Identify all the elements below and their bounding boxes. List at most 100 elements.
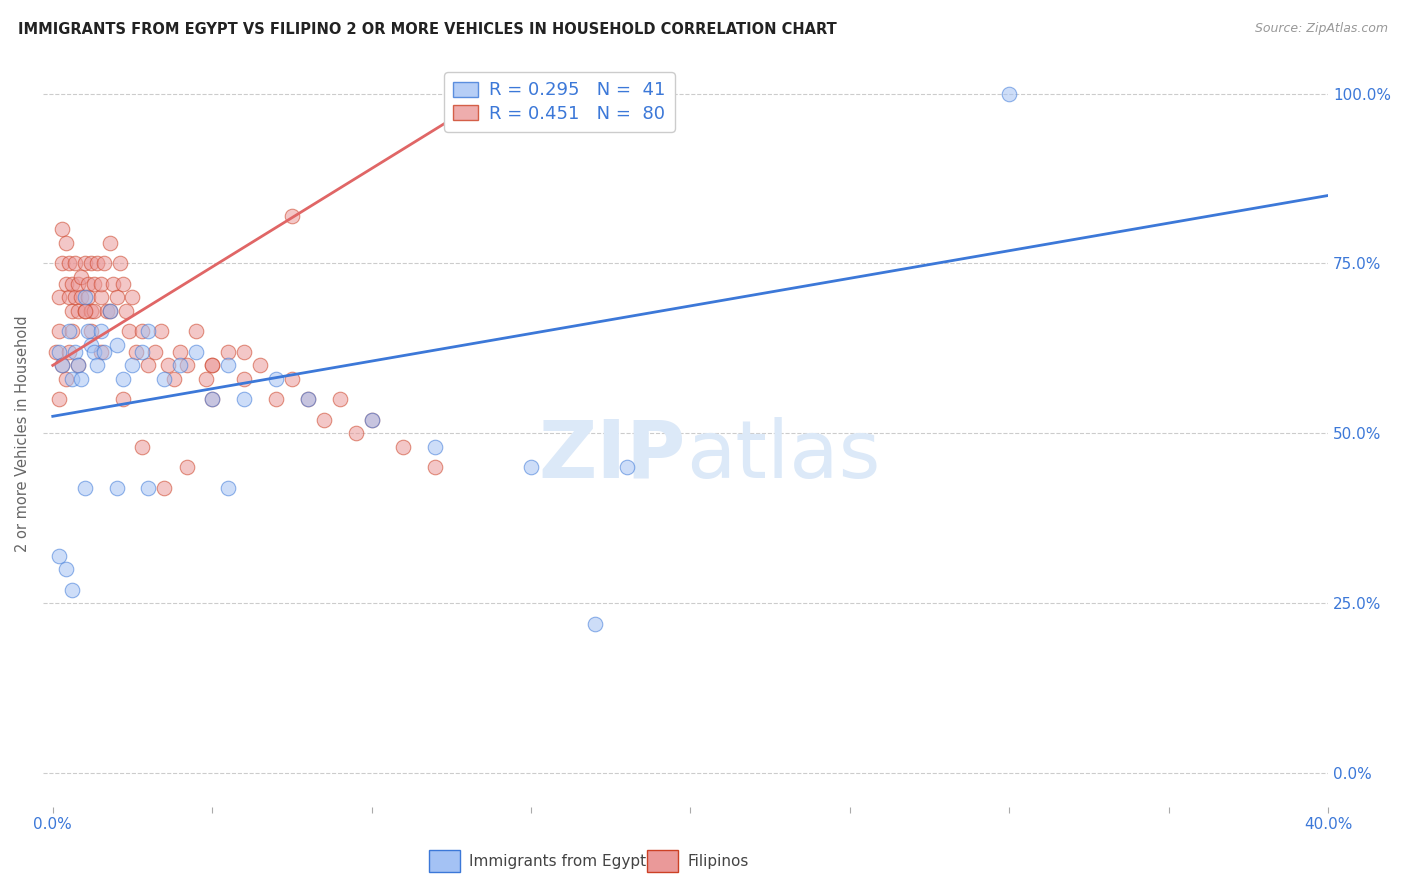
Point: [176, 460, 198, 475]
Point: [70, 372, 93, 386]
Point: [51, 256, 73, 270]
Point: [121, 290, 143, 304]
Point: [93, 344, 115, 359]
Point: [105, 338, 128, 352]
Point: [297, 392, 319, 407]
Text: Immigrants from Egypt: Immigrants from Egypt: [470, 854, 647, 869]
Point: [121, 359, 143, 373]
Point: [83, 304, 105, 318]
Point: [67, 359, 90, 373]
Point: [55, 235, 77, 250]
Point: [583, 616, 606, 631]
Point: [80, 338, 103, 352]
Y-axis label: 2 or more Vehicles in Household: 2 or more Vehicles in Household: [15, 315, 30, 551]
Text: ZIP: ZIP: [538, 417, 686, 495]
Point: [103, 277, 125, 291]
Point: [201, 359, 224, 373]
Legend: R = 0.295   N =  41, R = 0.451   N =  80: R = 0.295 N = 41, R = 0.451 N = 80: [444, 72, 675, 132]
Point: [55, 562, 77, 576]
Point: [425, 440, 447, 454]
Point: [48, 392, 70, 407]
Point: [329, 392, 352, 407]
Point: [150, 324, 173, 338]
Point: [138, 359, 160, 373]
Point: [80, 304, 103, 318]
Point: [63, 256, 86, 270]
Point: [73, 304, 96, 318]
Text: IMMIGRANTS FROM EGYPT VS FILIPINO 2 OR MORE VEHICLES IN HOUSEHOLD CORRELATION CH: IMMIGRANTS FROM EGYPT VS FILIPINO 2 OR M…: [18, 22, 837, 37]
Point: [60, 324, 83, 338]
Point: [83, 344, 105, 359]
Point: [201, 392, 224, 407]
Point: [73, 304, 96, 318]
Point: [281, 372, 304, 386]
Point: [115, 304, 138, 318]
Point: [217, 481, 239, 495]
Point: [86, 256, 108, 270]
Point: [360, 413, 382, 427]
Point: [48, 344, 70, 359]
Point: [80, 256, 103, 270]
Point: [153, 372, 176, 386]
Point: [131, 324, 153, 338]
Point: [264, 392, 287, 407]
Point: [425, 460, 447, 475]
Point: [96, 304, 118, 318]
Point: [233, 372, 256, 386]
Point: [93, 256, 115, 270]
Point: [60, 582, 83, 597]
Point: [76, 324, 98, 338]
Point: [86, 359, 108, 373]
Point: [217, 359, 239, 373]
Point: [201, 359, 224, 373]
Point: [138, 324, 160, 338]
Point: [138, 481, 160, 495]
Point: [344, 426, 367, 441]
Point: [360, 413, 382, 427]
Point: [520, 460, 543, 475]
Point: [233, 392, 256, 407]
Point: [58, 324, 80, 338]
Point: [156, 359, 179, 373]
Point: [281, 209, 304, 223]
Point: [70, 290, 93, 304]
Point: [312, 413, 335, 427]
Point: [108, 256, 131, 270]
Point: [70, 270, 93, 285]
Point: [45, 344, 67, 359]
Point: [51, 222, 73, 236]
Point: [124, 344, 146, 359]
Point: [55, 372, 77, 386]
Point: [217, 344, 239, 359]
Point: [163, 372, 186, 386]
Point: [153, 481, 176, 495]
Point: [264, 372, 287, 386]
Point: [131, 440, 153, 454]
Point: [201, 392, 224, 407]
Point: [392, 440, 415, 454]
Point: [90, 344, 112, 359]
Point: [60, 277, 83, 291]
Point: [76, 277, 98, 291]
Point: [60, 372, 83, 386]
Point: [63, 344, 86, 359]
Point: [73, 290, 96, 304]
Point: [55, 277, 77, 291]
Point: [105, 481, 128, 495]
Point: [111, 392, 134, 407]
Point: [48, 290, 70, 304]
Point: [90, 324, 112, 338]
Point: [73, 256, 96, 270]
Point: [90, 277, 112, 291]
Point: [111, 372, 134, 386]
Point: [51, 359, 73, 373]
Text: Source: ZipAtlas.com: Source: ZipAtlas.com: [1254, 22, 1388, 36]
Point: [48, 549, 70, 563]
Point: [297, 392, 319, 407]
Point: [98, 235, 121, 250]
Point: [98, 304, 121, 318]
Point: [67, 359, 90, 373]
Point: [51, 359, 73, 373]
Point: [143, 344, 166, 359]
Point: [48, 324, 70, 338]
